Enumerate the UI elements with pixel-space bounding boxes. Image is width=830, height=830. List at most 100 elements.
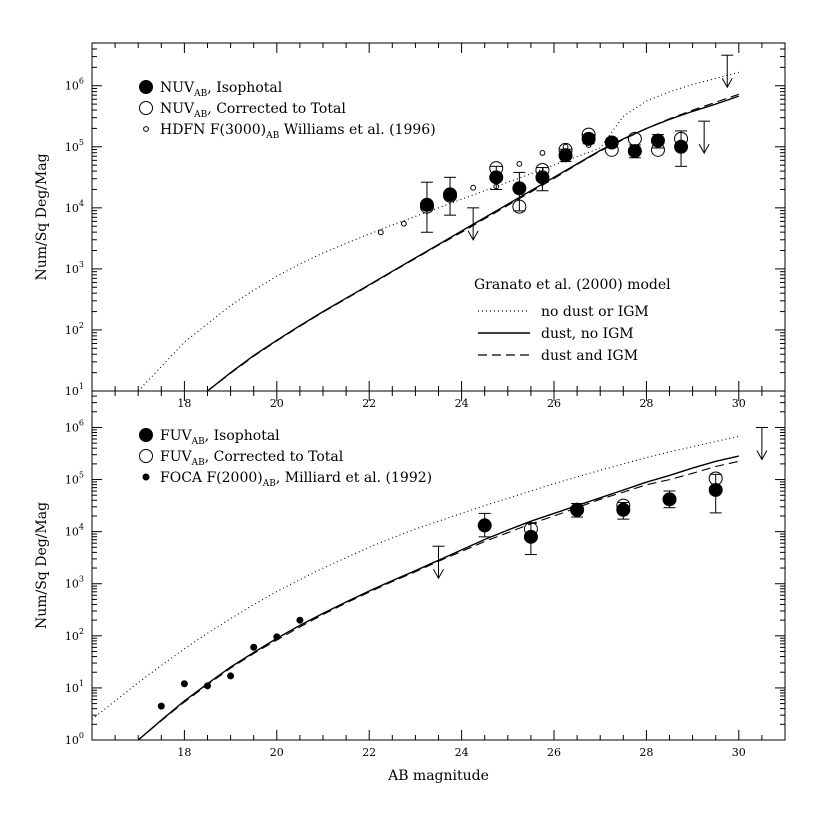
y-tick-base: 10 (65, 385, 79, 398)
y-tick-exponent: 2 (79, 321, 84, 330)
foca-point (227, 672, 235, 680)
y-tick-label: 106 (65, 77, 84, 93)
legend-label-rest: , Corrected to Total (207, 101, 346, 117)
legend-label-base: NUV (160, 80, 195, 96)
legend-label: FUVAB, Isophotal (160, 428, 280, 447)
legend-label-rest: Williams et al. (1996) (279, 122, 435, 138)
foca-point (296, 616, 304, 624)
upper-limit-head (467, 230, 479, 241)
y-tick-label: 101 (65, 382, 84, 398)
y-tick-base: 10 (65, 324, 79, 337)
legend-label: NUVAB, Isophotal (160, 80, 283, 99)
hdfn-point (516, 160, 523, 167)
legend-symbol-small-filled (142, 473, 150, 481)
foca-point (204, 682, 211, 690)
model-dotted-line (137, 71, 739, 391)
foca-point (157, 702, 165, 710)
legend-label-base: FUV (160, 428, 193, 444)
foca-point (250, 643, 258, 651)
upper-limit-arrow (721, 54, 734, 89)
y-tick-label: 102 (65, 321, 84, 337)
isophotal-point (570, 502, 585, 517)
model-legend-title: Granato et al. (2000) model (474, 277, 671, 293)
legend-label-rest: , Isophotal (207, 80, 282, 96)
isophotal-point (512, 181, 527, 196)
upper-limit-head (721, 77, 733, 89)
isophotal-point (581, 131, 596, 146)
y-tick-base: 10 (65, 474, 79, 487)
legend-label-base: FUV (160, 449, 193, 465)
x-axis-label: AB magnitude (387, 768, 489, 784)
y-tick-exponent: 4 (79, 523, 84, 532)
model-solid-line (137, 455, 739, 740)
y-tick-label: 106 (65, 418, 84, 434)
y-tick-label: 105 (65, 138, 84, 154)
legend-symbol-open (139, 101, 153, 115)
isophotal-point (523, 529, 538, 544)
legend-symbol-open (139, 449, 153, 463)
legend-label-sub: AB (262, 479, 276, 489)
y-tick-exponent: 0 (79, 731, 84, 740)
legend-label-rest: , Isophotal (205, 428, 280, 444)
y-tick-exponent: 2 (79, 627, 84, 636)
upper-limit-arrow (755, 426, 768, 461)
hdfn-point (470, 184, 477, 191)
legend-label-sub: AB (193, 110, 207, 120)
legend-label-rest: , Milliard et al. (1992) (276, 470, 432, 486)
y-tick-base: 10 (65, 682, 79, 695)
y-tick-base: 10 (65, 263, 79, 276)
legend-label: FOCA F(2000)AB, Milliard et al. (1992) (160, 470, 432, 489)
y-tick-label: 104 (65, 199, 84, 215)
y-axis-label: Num/Sq Deg/Mag (34, 502, 50, 629)
legend-symbol-filled (139, 428, 153, 442)
upper-limit-head (756, 450, 768, 461)
model-legend: Granato et al. (2000) model no dust or IG… (474, 277, 671, 364)
y-tick-label: 101 (65, 679, 84, 695)
isophotal-point (535, 170, 550, 185)
legend-symbol-filled (139, 80, 153, 94)
y-tick-exponent: 1 (79, 679, 84, 688)
legend-label-sub: AB (265, 131, 279, 141)
y-tick-base: 10 (65, 80, 79, 93)
model-legend-label: dust, no IGM (541, 326, 634, 342)
y-tick-exponent: 5 (79, 138, 84, 147)
y-tick-label: 100 (65, 731, 84, 747)
x-tick-label-upper: 24 (455, 397, 469, 410)
y-tick-exponent: 6 (79, 77, 84, 86)
y-tick-base: 10 (65, 526, 79, 539)
y-tick-label: 102 (65, 627, 84, 643)
x-tick-label-upper: 20 (270, 397, 284, 410)
legend-label-sub: AB (191, 458, 205, 468)
x-tick-label: 28 (639, 746, 653, 759)
y-tick-label: 105 (65, 471, 84, 487)
y-tick-exponent: 1 (79, 382, 84, 391)
y-axis-label: Num/Sq Deg/Mag (34, 153, 50, 280)
model-legend-label: no dust or IGM (541, 304, 649, 320)
legend-label-base: NUV (160, 101, 195, 117)
upper-limit-arrow (467, 207, 480, 241)
y-tick-label: 103 (65, 575, 84, 591)
isophotal-point (674, 139, 689, 154)
isophotal-point (558, 148, 573, 163)
isophotal-point (662, 492, 677, 507)
x-tick-label: 26 (547, 746, 561, 759)
legend-label-base: FOCA F(2000) (160, 470, 263, 486)
isophotal-point (477, 518, 492, 533)
y-tick-base: 10 (65, 734, 79, 747)
y-tick-label: 104 (65, 523, 84, 539)
x-tick-label-upper: 18 (177, 397, 191, 410)
upper-limit-head (698, 143, 710, 155)
x-tick-label: 24 (455, 746, 469, 759)
isophotal-point (604, 135, 619, 150)
hdfn-point (400, 220, 407, 227)
x-tick-label: 20 (270, 746, 284, 759)
isophotal-point (708, 482, 723, 497)
y-tick-exponent: 4 (79, 199, 84, 208)
x-tick-label-upper: 22 (362, 397, 376, 410)
legend-label-sub: AB (193, 89, 207, 99)
x-tick-label: 22 (362, 746, 376, 759)
